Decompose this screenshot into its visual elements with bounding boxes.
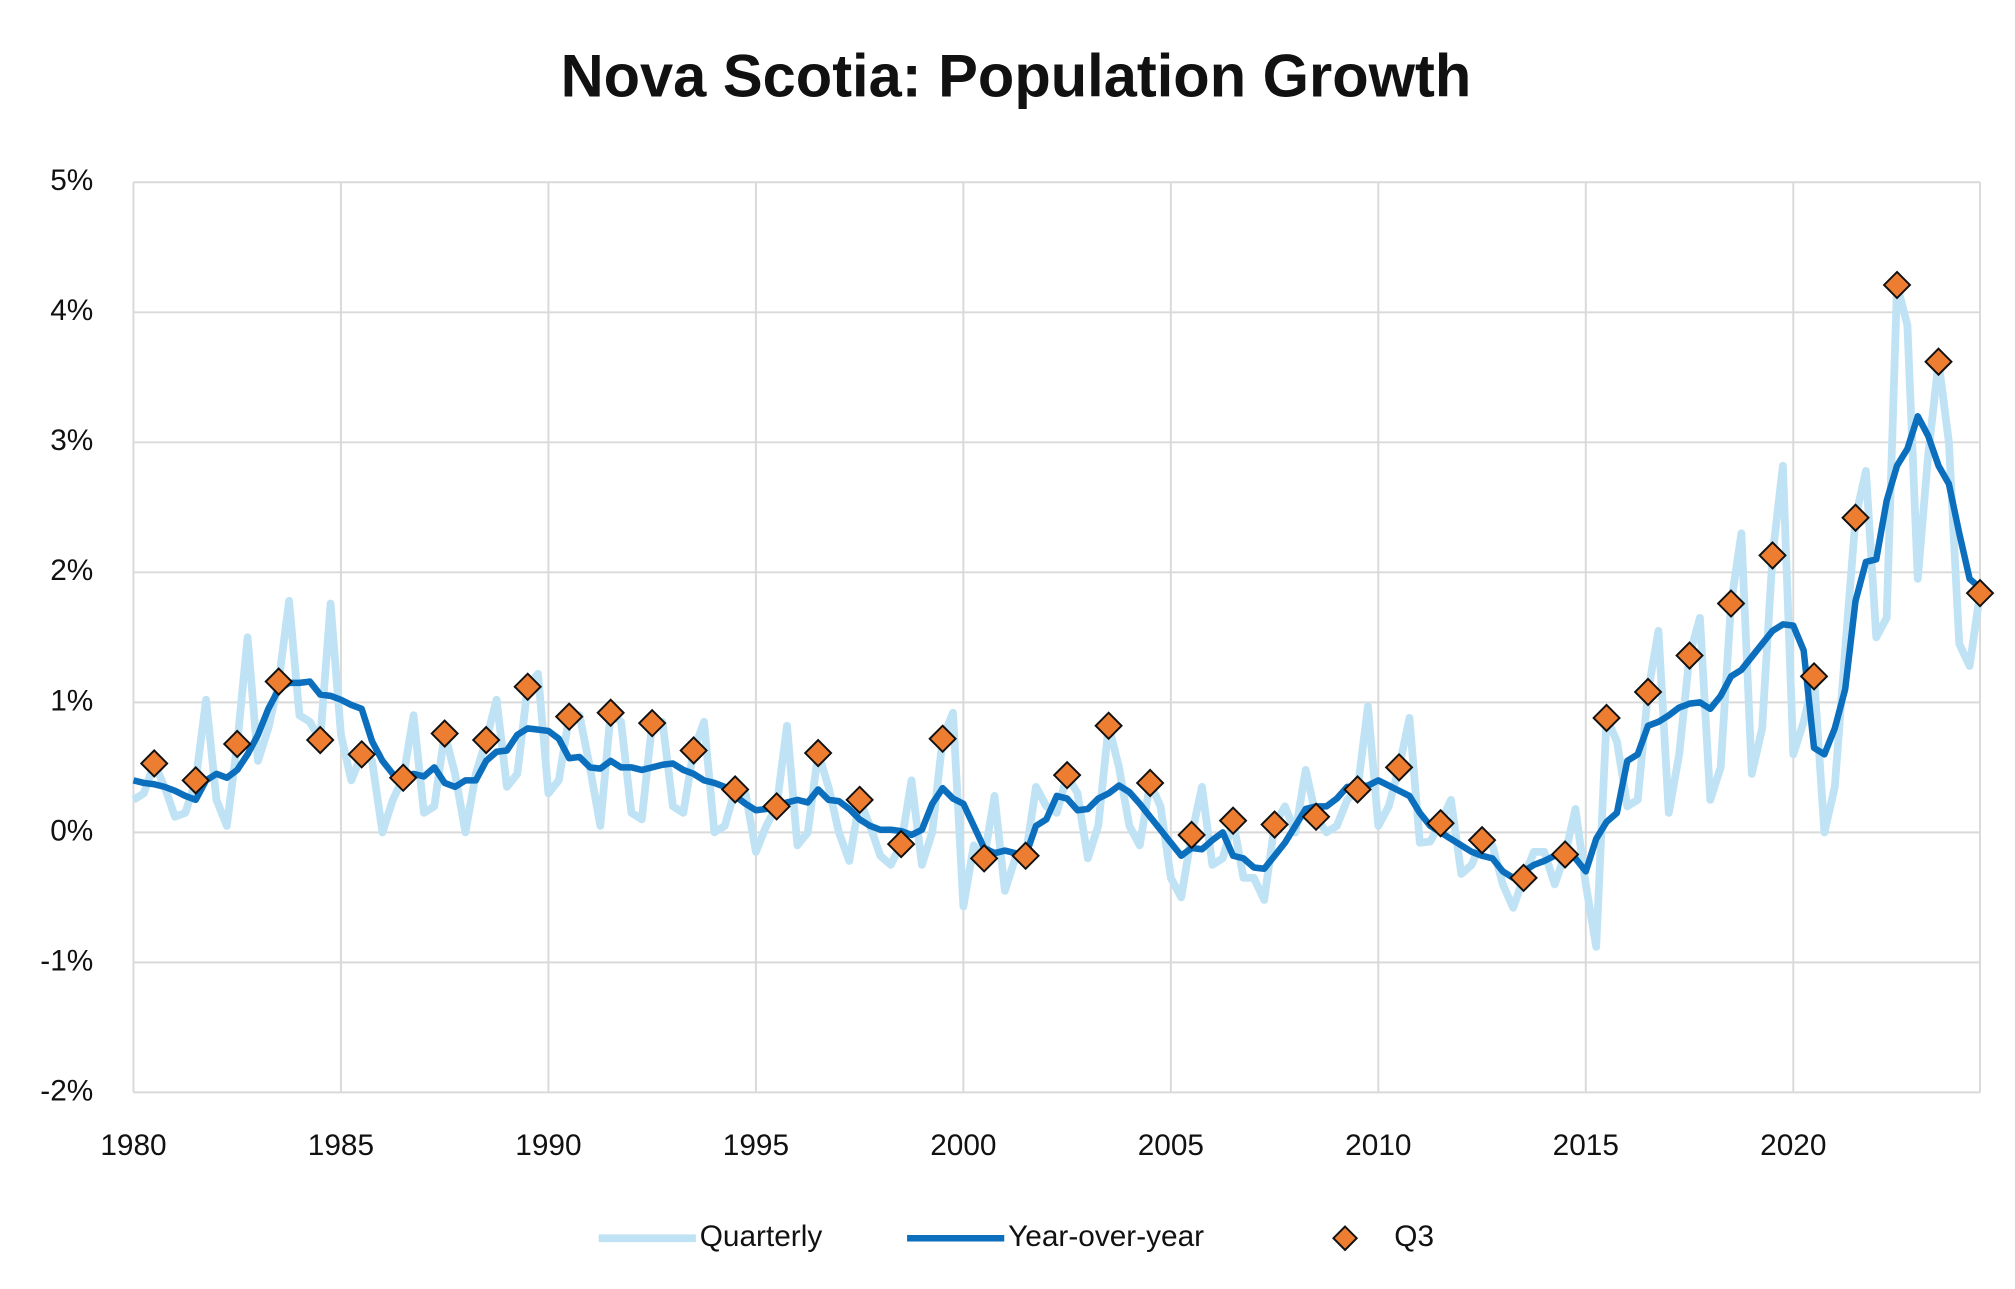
q3-marker xyxy=(679,736,708,765)
q3-marker xyxy=(1177,820,1206,850)
q3-marker xyxy=(388,763,418,793)
q3-marker xyxy=(1758,541,1787,570)
q3-marker xyxy=(1924,347,1953,377)
y-tick-label: 4% xyxy=(50,294,93,327)
legend-label: Quarterly xyxy=(700,1220,823,1253)
q3-marker xyxy=(803,738,833,768)
q3-marker xyxy=(181,765,211,795)
legend-label: Q3 xyxy=(1394,1220,1434,1253)
q3-marker xyxy=(637,708,667,738)
q3-marker xyxy=(1011,841,1040,871)
q3-marker xyxy=(1384,752,1414,782)
q3-marker xyxy=(1550,840,1580,869)
q3-marker xyxy=(845,785,874,815)
x-tick-label: 2000 xyxy=(930,1129,996,1162)
q3-marker xyxy=(596,698,625,728)
x-tick-label: 1990 xyxy=(515,1129,581,1162)
q3-marker xyxy=(1052,760,1082,790)
q3-marker xyxy=(1135,768,1165,798)
q3-marker xyxy=(471,725,501,755)
q3-marker xyxy=(720,775,750,804)
q3-marker xyxy=(1343,775,1372,804)
q3-marker xyxy=(886,829,916,859)
y-tick-label: -2% xyxy=(40,1074,93,1107)
q3-marker xyxy=(264,667,294,696)
q3-marker xyxy=(969,843,999,873)
q3-marker xyxy=(347,739,377,769)
y-tick-label: 0% xyxy=(50,814,93,847)
legend-marker xyxy=(1332,1225,1359,1252)
q3-marker xyxy=(554,702,584,732)
y-tick-label: -1% xyxy=(40,944,93,977)
x-tick-label: 2020 xyxy=(1760,1129,1826,1162)
series-line xyxy=(131,281,1984,951)
y-tick-label: 1% xyxy=(50,684,93,717)
q3-marker xyxy=(762,791,791,821)
chart-title: Nova Scotia: Population Growth xyxy=(561,42,1472,109)
q3-marker xyxy=(430,719,460,748)
x-tick-label: 2005 xyxy=(1138,1129,1204,1162)
q3-marker xyxy=(1716,589,1746,618)
q3-marker xyxy=(1426,808,1455,838)
q3-marker xyxy=(1094,711,1123,741)
q3-marker xyxy=(139,749,169,778)
x-tick-label: 1995 xyxy=(723,1129,789,1162)
q3-marker xyxy=(1882,270,1912,300)
q3-marker xyxy=(513,672,543,702)
series-line xyxy=(132,413,1983,882)
q3-marker xyxy=(1509,863,1538,893)
q3-marker xyxy=(1841,503,1870,533)
y-tick-label: 5% xyxy=(50,164,93,197)
q3-marker xyxy=(305,725,335,755)
q3-marker xyxy=(1965,578,1995,608)
x-tick-label: 1980 xyxy=(100,1129,166,1162)
q3-marker xyxy=(1592,703,1621,733)
q3-marker xyxy=(928,724,957,754)
q3-marker xyxy=(1467,825,1497,855)
q3-marker xyxy=(222,729,252,759)
q3-marker xyxy=(1260,810,1289,839)
x-tick-label: 1985 xyxy=(308,1129,374,1162)
y-tick-label: 2% xyxy=(50,554,93,587)
q3-marker xyxy=(1675,641,1704,670)
q3-marker xyxy=(1218,806,1248,836)
legend-label: Year-over-year xyxy=(1008,1220,1204,1253)
q3-marker xyxy=(1301,802,1331,832)
x-tick-label: 2010 xyxy=(1345,1129,1411,1162)
x-tick-label: 2015 xyxy=(1553,1129,1619,1162)
y-tick-label: 3% xyxy=(50,424,93,457)
q3-marker xyxy=(1633,677,1663,707)
q3-marker xyxy=(1799,661,1829,691)
